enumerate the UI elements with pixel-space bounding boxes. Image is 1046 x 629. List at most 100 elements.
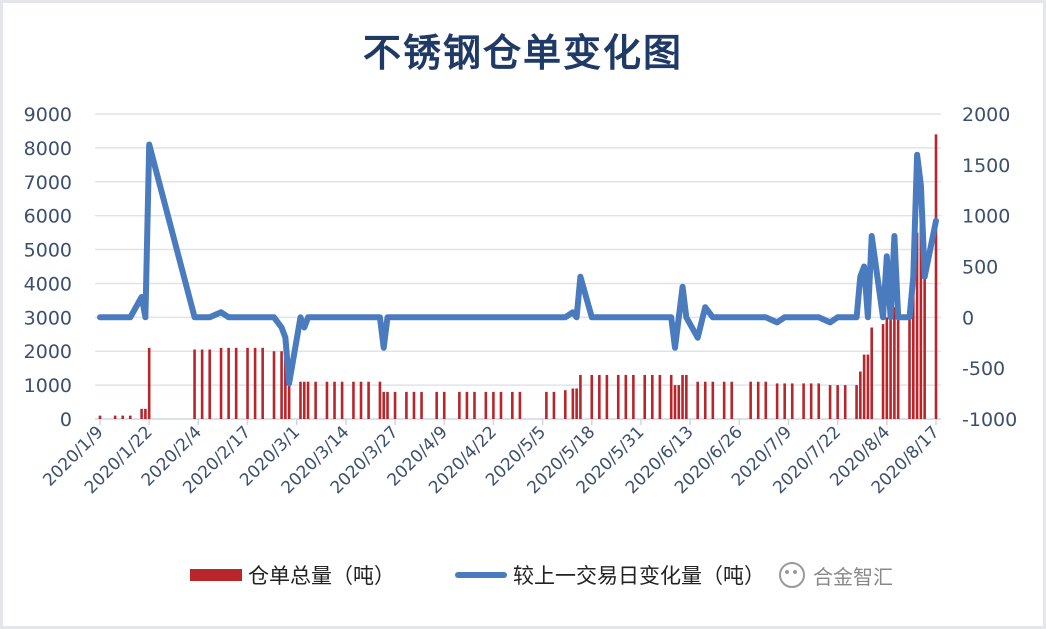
- wechat-icon: [779, 562, 805, 588]
- bar: [696, 381, 699, 419]
- bar: [575, 388, 578, 419]
- legend-line-label: 较上一交易日变化量（吨）: [513, 564, 765, 588]
- legend: 仓单总量（吨） 较上一交易日变化量（吨） 合金智汇: [190, 560, 893, 590]
- bar: [616, 374, 620, 419]
- right-tick-label: 1000: [962, 206, 1010, 228]
- bar: [306, 381, 310, 419]
- left-tick-label: 6000: [24, 206, 72, 228]
- bar: [234, 347, 238, 419]
- bar: [227, 347, 230, 419]
- bar: [246, 347, 249, 419]
- bar: [855, 385, 858, 419]
- bar: [624, 374, 628, 419]
- bar: [302, 381, 306, 419]
- bar: [200, 349, 204, 419]
- chart-title: 不锈钢仓单变化图: [362, 31, 683, 75]
- left-tick-label: 9000: [24, 104, 72, 126]
- bar: [367, 381, 370, 419]
- bar: [730, 381, 734, 419]
- bar: [722, 381, 726, 419]
- bar: [749, 381, 752, 419]
- left-tick-label: 8000: [24, 138, 72, 160]
- bar: [382, 391, 386, 419]
- bar: [284, 358, 287, 419]
- bar: [121, 415, 124, 419]
- bar: [919, 222, 923, 419]
- legend-line-swatch: [455, 572, 507, 578]
- right-tick-label: 1500: [962, 155, 1010, 177]
- bar: [632, 374, 635, 419]
- bar: [299, 381, 302, 419]
- bar: [272, 351, 276, 419]
- bar: [843, 385, 847, 419]
- bar: [817, 383, 821, 419]
- bar: [484, 391, 488, 419]
- left-tick-label: 1000: [24, 375, 72, 397]
- bar: [893, 307, 896, 419]
- bar: [352, 381, 355, 419]
- bar: [144, 408, 147, 419]
- bar: [866, 354, 870, 419]
- bar: [669, 374, 673, 419]
- left-tick-label: 0: [60, 409, 72, 431]
- bar: [934, 134, 938, 420]
- bar: [405, 391, 408, 419]
- bar: [756, 381, 760, 419]
- bar: [579, 374, 582, 419]
- bar: [862, 354, 866, 419]
- bar: [673, 385, 677, 419]
- bar: [412, 391, 416, 419]
- bar: [386, 391, 389, 419]
- bar: [836, 385, 839, 419]
- bar: [912, 283, 915, 419]
- right-tick-label: 500: [962, 257, 998, 279]
- bar: [908, 303, 911, 419]
- bar: [340, 381, 344, 419]
- bar: [492, 391, 495, 419]
- bar: [442, 391, 446, 419]
- bar: [677, 385, 681, 419]
- bar: [650, 374, 654, 419]
- left-tick-label: 7000: [24, 172, 72, 194]
- bar: [685, 374, 688, 419]
- bar: [280, 351, 283, 419]
- left-tick-label: 5000: [24, 240, 72, 262]
- bar: [545, 391, 548, 419]
- bar: [219, 347, 223, 419]
- right-tick-label: 2000: [962, 104, 1010, 126]
- bar: [147, 347, 151, 419]
- bar: [333, 381, 336, 419]
- bar: [605, 374, 609, 419]
- bar: [571, 388, 575, 419]
- bar: [598, 374, 601, 419]
- bar: [809, 383, 813, 419]
- bar: [915, 232, 919, 419]
- bar: [359, 381, 363, 419]
- change-line: [97, 141, 939, 387]
- left-tick-label: 2000: [24, 341, 72, 363]
- left-tick-label: 4000: [24, 273, 72, 295]
- left-tick-label: 3000: [24, 307, 72, 329]
- bar: [703, 381, 707, 419]
- bar: [881, 324, 885, 419]
- bar: [859, 371, 862, 419]
- right-tick-label: -1000: [962, 409, 1017, 431]
- bar: [253, 347, 257, 419]
- right-tick-label: -500: [962, 358, 1005, 380]
- bar: [314, 381, 317, 419]
- bar: [711, 381, 715, 419]
- bar: [889, 317, 892, 419]
- bar: [98, 415, 102, 419]
- bar: [435, 391, 438, 419]
- bar: [420, 391, 423, 419]
- bar: [499, 391, 503, 419]
- bar: [465, 391, 469, 419]
- legend-bar-swatch: [190, 569, 242, 581]
- bar: [658, 374, 662, 419]
- bar: [518, 391, 522, 419]
- bar: [378, 381, 382, 419]
- bar: [325, 381, 329, 419]
- bar: [643, 374, 647, 419]
- bar: [458, 391, 461, 419]
